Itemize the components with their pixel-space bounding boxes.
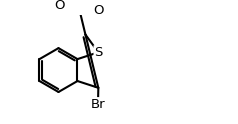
Text: O: O	[93, 4, 104, 17]
Text: O: O	[55, 0, 65, 12]
Text: Br: Br	[91, 98, 105, 111]
Text: S: S	[94, 46, 103, 59]
